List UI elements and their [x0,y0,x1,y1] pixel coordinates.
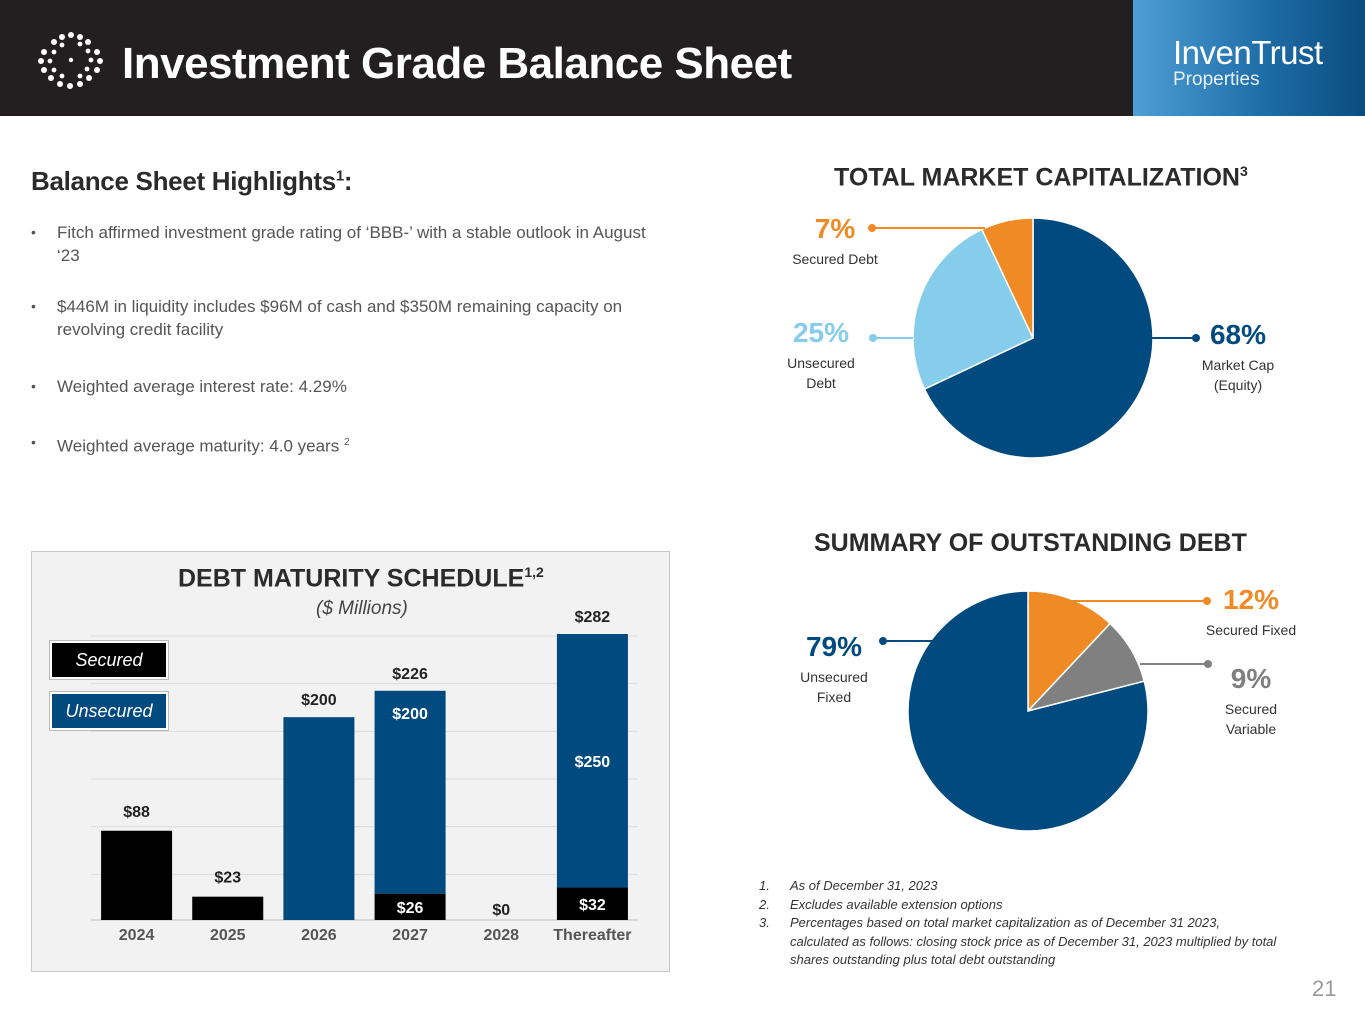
bar-value-label: $200 [392,706,428,723]
pie-slice [912,228,1034,391]
brand-subtitle: Properties [1173,69,1260,90]
pie-category-label: Secured Fixed [1206,622,1296,638]
bar-total-label: $282 [575,609,611,626]
pie-percent-label: 9% [1231,663,1272,694]
pie-percent-label: 12% [1223,584,1279,615]
bullet-text: $446M in liquidity includes $96M of cash… [57,297,623,339]
company-logo-icon [38,32,103,89]
pie-slice [1025,622,1146,713]
pie-slice [907,590,1149,832]
brand-panel: InvenTrust Properties [1133,0,1365,116]
bar-value-label: $23 [214,870,241,887]
bar-unsecured [374,690,446,894]
bar-unsecured [283,717,355,920]
x-tick-label: 2028 [483,927,519,944]
x-tick-label: 2026 [301,927,337,944]
pie-percent-label: 79% [806,631,862,662]
bullet-marker: • [31,434,36,450]
x-tick-label: Thereafter [553,927,631,944]
bar-value-label: $88 [123,804,150,821]
outstanding-debt-title: SUMMARY OF OUTSTANDING DEBT [814,529,1247,557]
bar-total-label: $0 [492,902,510,919]
pie-slice [1027,590,1112,713]
bullet-text: Fitch affirmed investment grade rating o… [57,223,646,265]
bar-total-label: $226 [392,666,428,683]
bullet-text: Weighted average maturity: 4.0 years 2 [57,436,350,456]
bullet-marker: • [31,298,36,314]
footnote: 1. As of December 31, 2023 [759,878,938,893]
x-tick-label: 2027 [392,927,428,944]
pie-category-label: Variable [1226,721,1277,737]
page-title: Investment Grade Balance Sheet [122,39,792,88]
header-bar: Investment Grade Balance Sheet [0,0,1133,116]
footnote: 3. Percentages based on total market capi… [759,915,1277,967]
highlights-title: Balance Sheet Highlights1: [31,166,353,196]
bar-value-label: $250 [575,754,611,771]
footnote: 2. Excludes available extension options [759,896,1003,912]
x-tick-label: 2024 [119,927,155,944]
pie-leader-dot [1192,334,1200,342]
pie-slice [923,217,1154,459]
legend-unsecured: Unsecured [50,692,168,730]
pie-category-label: Debt [806,375,836,391]
bar-total-label: $200 [301,692,337,709]
bullet-marker: • [31,378,36,394]
pie-category-label: Market Cap [1202,357,1275,373]
legend-secured: Secured [50,641,168,679]
bar-secured [556,887,628,920]
bar-value-label: $32 [579,897,606,914]
pie-percent-label: 68% [1210,319,1266,350]
pie-leader-dot [1203,597,1211,605]
bullet-marker: • [31,224,36,240]
pie-category-label: (Equity) [1214,377,1262,393]
pie-percent-label: 7% [815,213,856,244]
bar-value-label: $26 [397,900,424,917]
brand-name: InvenTrust [1173,34,1323,71]
x-tick-label: 2025 [210,927,246,944]
pie-slice [980,217,1034,339]
pie-leader-dot [869,334,877,342]
debt-maturity-title: DEBT MATURITY SCHEDULE1,2 [178,564,544,593]
page-number: 21 [1312,976,1337,1001]
bar-unsecured [556,634,628,888]
pie-leader-dot [1204,660,1212,668]
bullet-text: Weighted average interest rate: 4.29% [57,377,347,396]
footnotes: 1. As of December 31, 2023 2. Excludes ava… [759,877,1279,970]
market-cap-title: TOTAL MARKET CAPITALIZATION3 [834,163,1248,192]
bar-secured [192,896,264,920]
debt-maturity-subtitle: ($ Millions) [316,598,408,619]
bar-secured [374,893,446,920]
bar-secured [101,830,173,920]
pie-category-label: Secured [1225,701,1277,717]
pie-category-label: Unsecured [787,355,855,371]
pie-category-label: Fixed [817,689,851,705]
bullet-footnote-ref: 2 [343,437,350,448]
pie-category-label: Secured Debt [792,251,878,267]
debt-maturity-chart: $88 2024 $23 2025 $200 2026 $26 $200 $226 2027 $0 2… [91,609,638,944]
pie-leader-dot [879,637,887,645]
pie-category-label: Unsecured [800,669,868,685]
debt-maturity-panel: $88 2024 $23 2025 $200 2026 $26 $200 $226 2027 $0 2… [31,551,670,972]
pie-percent-label: 25% [793,317,849,348]
pie-leader-dot [868,224,876,232]
